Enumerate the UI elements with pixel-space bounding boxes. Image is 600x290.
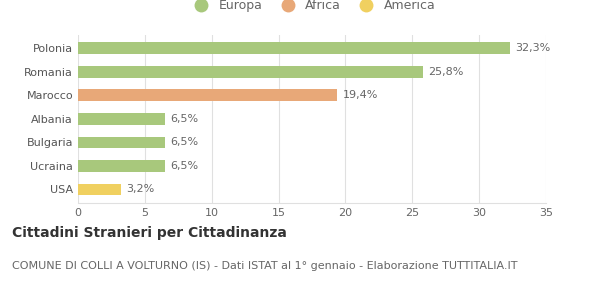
Text: 6,5%: 6,5% <box>170 114 199 124</box>
Text: 3,2%: 3,2% <box>126 184 154 195</box>
Bar <box>78 137 165 148</box>
Text: 6,5%: 6,5% <box>170 137 199 147</box>
Bar <box>78 160 165 172</box>
Bar <box>78 113 165 125</box>
Legend: Europa, Africa, America: Europa, Africa, America <box>184 0 440 17</box>
Text: Cittadini Stranieri per Cittadinanza: Cittadini Stranieri per Cittadinanza <box>12 226 287 240</box>
Bar <box>78 184 121 195</box>
Bar <box>78 90 337 101</box>
Text: 6,5%: 6,5% <box>170 161 199 171</box>
Bar <box>78 42 510 54</box>
Text: 25,8%: 25,8% <box>428 67 464 77</box>
Text: 19,4%: 19,4% <box>343 90 378 100</box>
Text: COMUNE DI COLLI A VOLTURNO (IS) - Dati ISTAT al 1° gennaio - Elaborazione TUTTIT: COMUNE DI COLLI A VOLTURNO (IS) - Dati I… <box>12 261 517 271</box>
Bar <box>78 66 423 78</box>
Text: 32,3%: 32,3% <box>515 43 550 53</box>
